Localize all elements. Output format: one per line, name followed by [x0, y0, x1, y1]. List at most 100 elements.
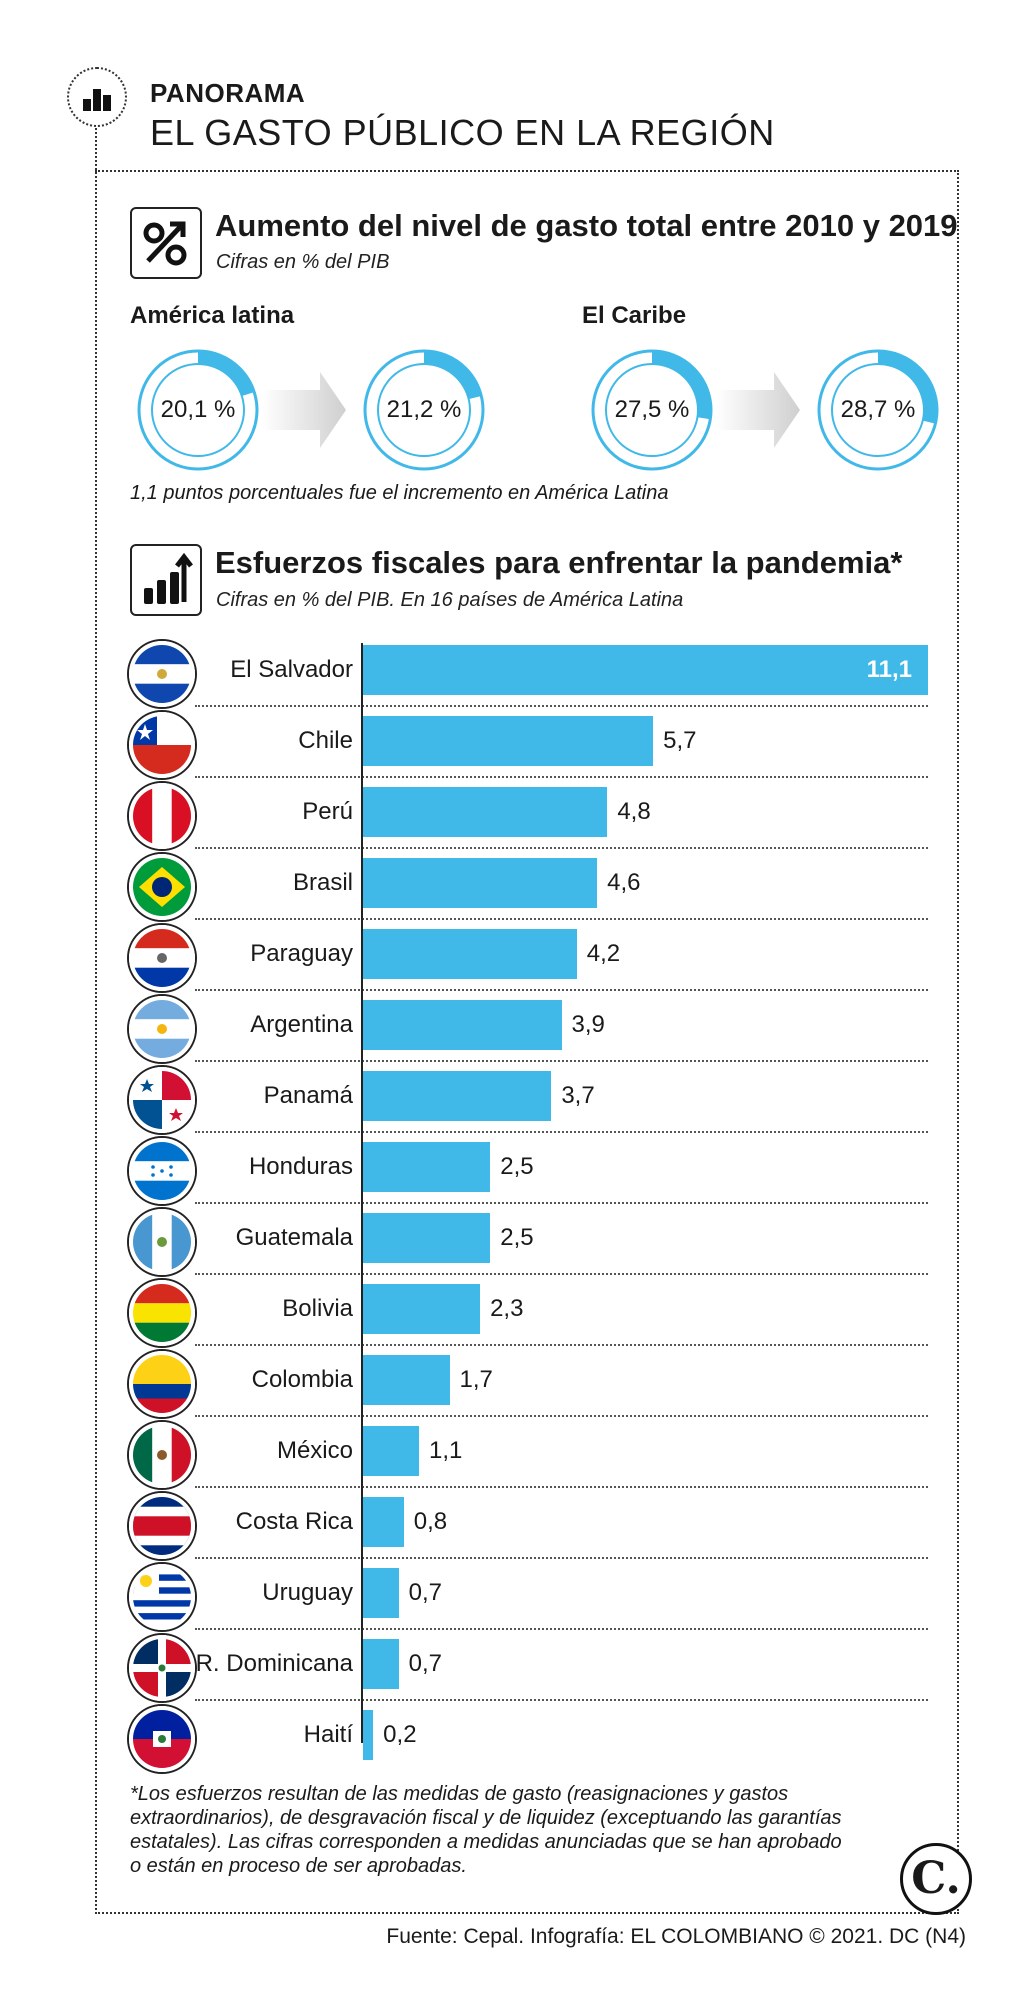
- value-label: 1,7: [459, 1366, 493, 1393]
- donut-america-2019: [363, 349, 485, 471]
- category-label: Uruguay: [262, 1579, 353, 1606]
- bar-argentina: [363, 1000, 562, 1050]
- bar-colombia: [363, 1355, 450, 1405]
- row-separator: [195, 1415, 928, 1417]
- value-label: 5,7: [663, 727, 697, 754]
- bar-bolivia: [363, 1284, 481, 1334]
- source-credit: Fuente: Cepal. Infografía: EL COLOMBIANO…: [386, 1925, 966, 1948]
- row-separator: [195, 1344, 928, 1346]
- flag-argentina-icon: [129, 996, 195, 1062]
- flag-el-salvador-icon: [129, 641, 195, 707]
- flag-chile-icon: [129, 712, 195, 778]
- category-label: Colombia: [251, 1366, 353, 1393]
- row-separator: [195, 989, 928, 991]
- bar-honduras: [363, 1142, 491, 1192]
- bar-haiti: [363, 1710, 374, 1760]
- flag-colombia-icon: [129, 1351, 195, 1417]
- section1-title: Aumento del nivel de gasto total entre 2…: [215, 208, 958, 243]
- category-label: Panamá: [263, 1082, 353, 1109]
- donut-value-america-2010: 20,1 %: [160, 396, 236, 423]
- value-label: 2,5: [500, 1153, 534, 1180]
- row-separator: [195, 1131, 928, 1133]
- value-label: 11,1: [866, 656, 912, 683]
- value-label: 0,8: [413, 1508, 448, 1535]
- donut-caribe-2019: [817, 349, 939, 471]
- page-title: EL GASTO PÚBLICO EN LA REGIÓN: [150, 112, 775, 153]
- arrow-right-icon: [262, 372, 346, 448]
- section2-subtitle: Cifras en % del PIB. En 16 países de Amé…: [216, 589, 684, 611]
- value-label: 2,5: [500, 1224, 534, 1251]
- category-label: R. Dominicana: [195, 1650, 353, 1677]
- bar-brasil: [363, 858, 598, 908]
- row-separator: [195, 705, 928, 707]
- section2-title: Esfuerzos fiscales para enfrentar la pan…: [215, 545, 903, 580]
- row-separator: [195, 1486, 928, 1488]
- value-label: 4,8: [617, 798, 651, 825]
- percent-up-icon: [130, 207, 202, 279]
- chart-axis: [361, 643, 363, 1743]
- category-label: Guatemala: [235, 1224, 353, 1251]
- donut-value-caribe-2010: 27,5 %: [614, 396, 690, 423]
- flag-costa-rica-icon: [129, 1493, 195, 1559]
- bar-uruguay: [363, 1568, 399, 1618]
- panorama-logo: [67, 67, 127, 127]
- category-label: Brasil: [292, 869, 353, 896]
- bar-mexico: [363, 1426, 419, 1476]
- category-label: Bolivia: [282, 1295, 353, 1322]
- chart-growth-icon: [130, 544, 202, 616]
- category-label: Honduras: [248, 1153, 353, 1180]
- category-label: Chile: [298, 727, 353, 754]
- flag-r-dominicana-icon: [129, 1635, 195, 1701]
- category-label: Haití: [303, 1721, 353, 1748]
- row-separator: [195, 1557, 928, 1559]
- flag-panama-icon: [129, 1067, 195, 1133]
- flag-haiti-icon: [129, 1706, 195, 1772]
- donut-value-caribe-2019: 28,7 %: [840, 396, 916, 423]
- bar-peru: [363, 787, 608, 837]
- bar-el-salvador: [363, 645, 928, 695]
- frame-left-line: [95, 120, 97, 1910]
- flag-mexico-icon: [129, 1422, 195, 1488]
- category-label: Paraguay: [250, 940, 353, 967]
- value-label: 4,2: [586, 940, 621, 967]
- bar-chile: [363, 716, 654, 766]
- row-separator: [195, 1202, 928, 1204]
- value-label: 3,9: [571, 1011, 605, 1038]
- category-label: Costa Rica: [235, 1508, 353, 1535]
- row-separator: [195, 1628, 928, 1630]
- content-frame: [95, 170, 959, 1914]
- row-separator: [195, 1060, 928, 1062]
- donut-caribe-2010: [591, 349, 713, 471]
- kicker: PANORAMA: [150, 78, 306, 108]
- bar-r-dominicana: [363, 1639, 399, 1689]
- value-label: 0,7: [408, 1650, 442, 1677]
- value-label: 4,6: [607, 869, 641, 896]
- region-label-caribe: El Caribe: [582, 302, 687, 329]
- flag-peru-icon: [129, 783, 195, 849]
- brand-logo: C.: [900, 1843, 972, 1915]
- row-separator: [195, 918, 928, 920]
- category-label: Argentina: [250, 1011, 353, 1038]
- value-label: 3,7: [561, 1082, 595, 1109]
- flag-honduras-icon: [129, 1138, 195, 1204]
- bar-chart-icon: [83, 89, 111, 111]
- row-separator: [195, 1273, 928, 1275]
- row-separator: [195, 1699, 928, 1701]
- region-label-america-latina: América latina: [130, 302, 295, 329]
- flag-bolivia-icon: [129, 1280, 195, 1346]
- value-label: 2,3: [490, 1295, 524, 1322]
- value-label: 0,7: [408, 1579, 442, 1606]
- flag-paraguay-icon: [129, 925, 195, 991]
- bar-panama: [363, 1071, 552, 1121]
- category-label: El Salvador: [230, 656, 353, 683]
- donut-value-america-2019: 21,2 %: [386, 396, 462, 423]
- value-label: 1,1: [428, 1437, 463, 1464]
- row-separator: [195, 776, 928, 778]
- flag-uruguay-icon: [129, 1564, 195, 1630]
- category-label: Perú: [302, 798, 353, 825]
- flag-guatemala-icon: [129, 1209, 195, 1275]
- donut-america-2010: [137, 349, 259, 471]
- bar-costa-rica: [363, 1497, 404, 1547]
- value-label: 0,2: [383, 1721, 417, 1748]
- bar-guatemala: [363, 1213, 491, 1263]
